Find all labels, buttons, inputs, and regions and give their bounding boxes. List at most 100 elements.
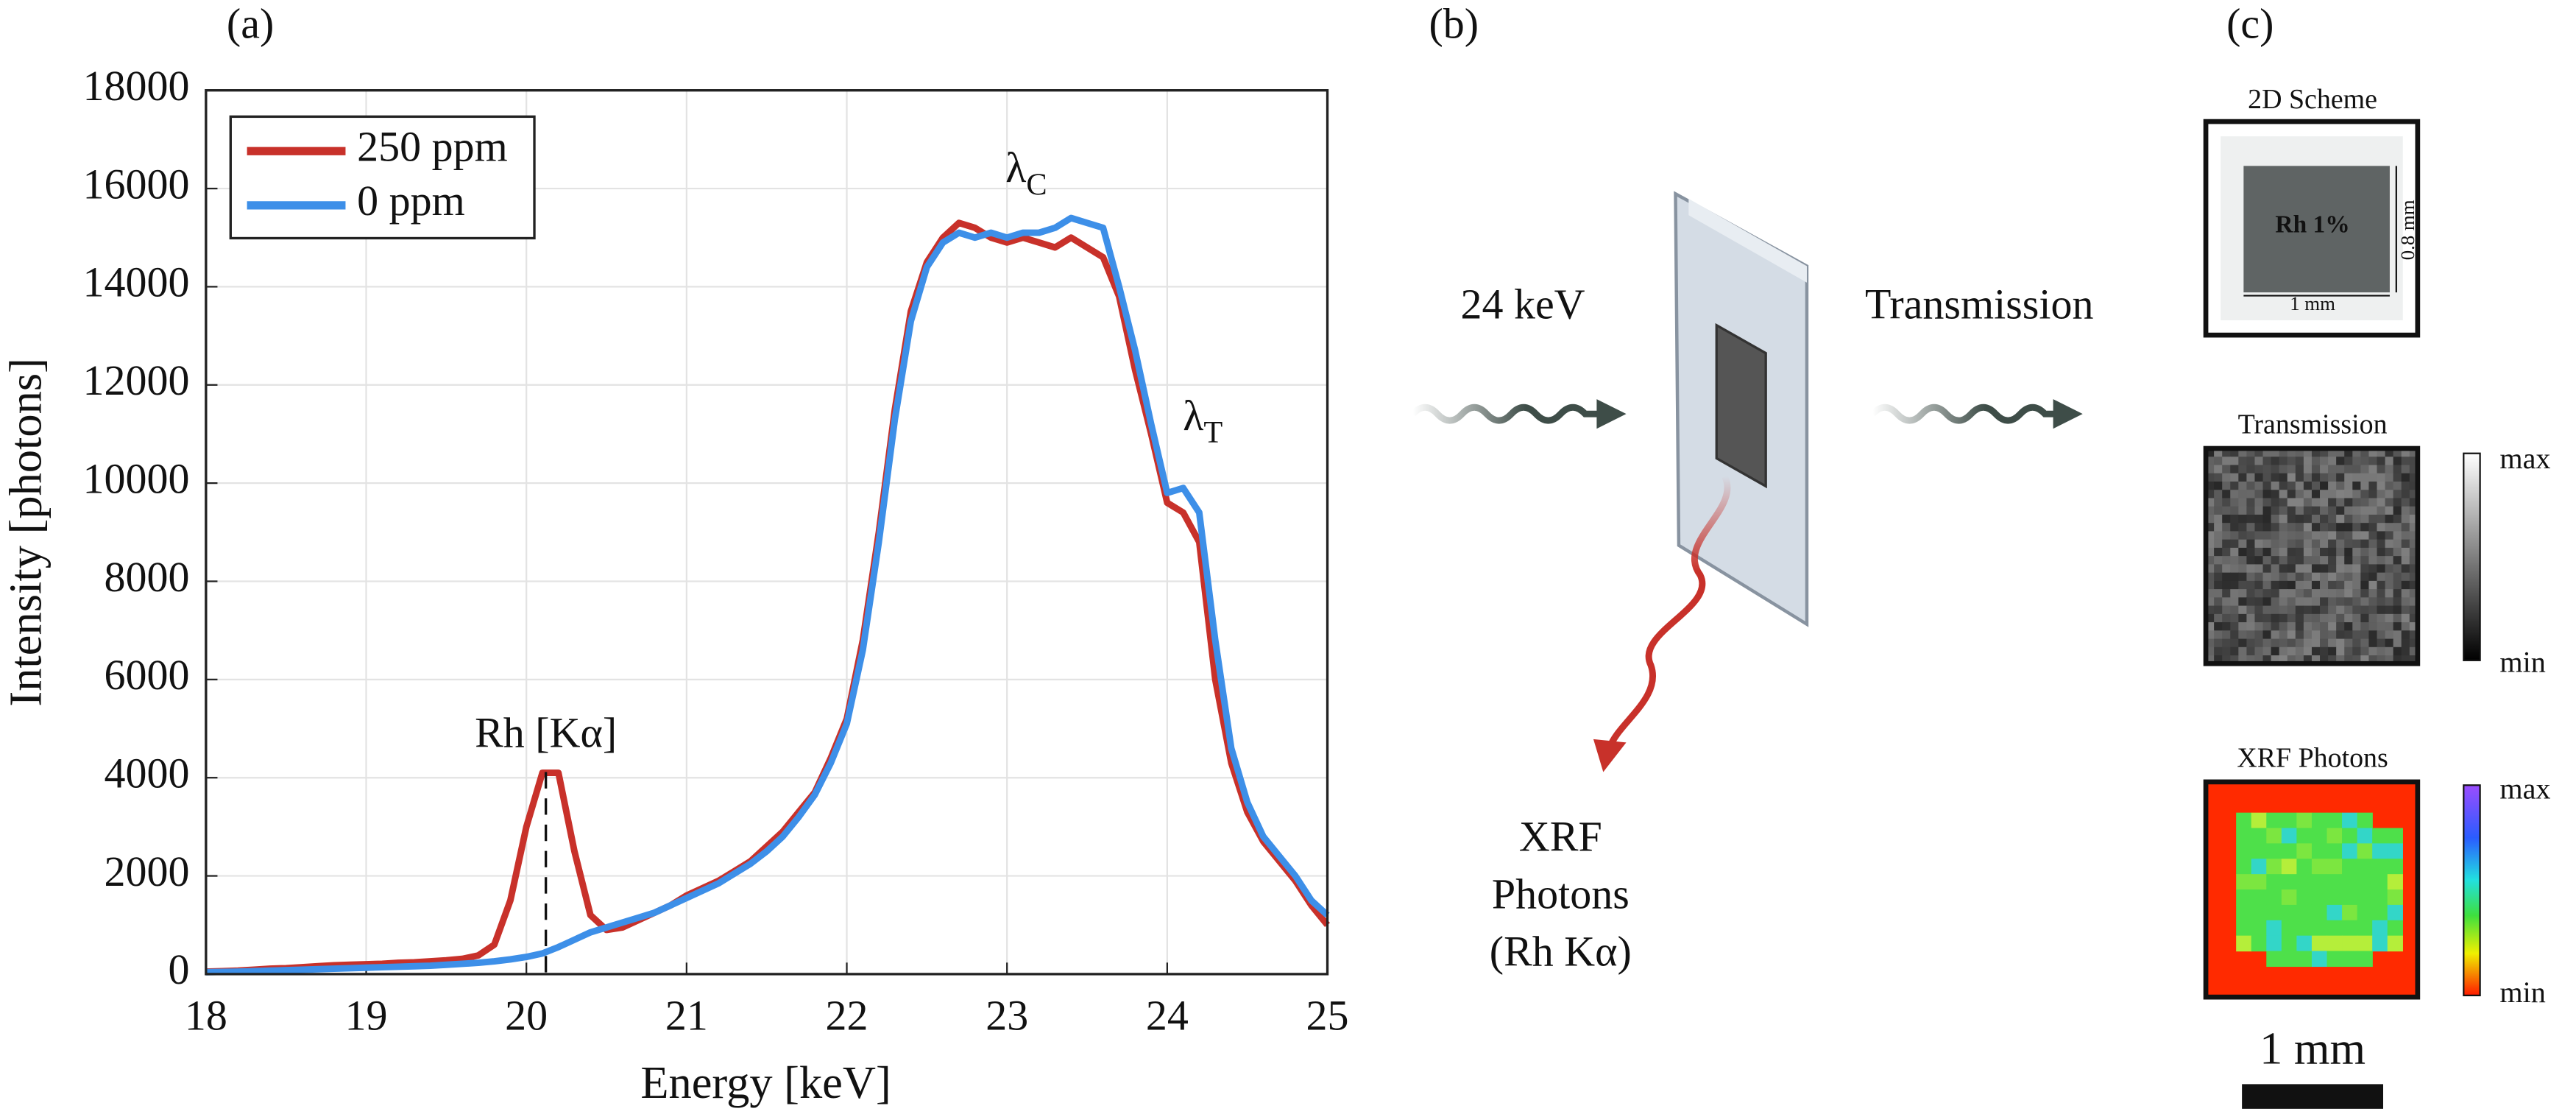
map-pixel (2266, 828, 2282, 845)
map-pixel (2311, 547, 2321, 557)
map-pixel (2206, 481, 2215, 490)
map-pixel (2295, 613, 2304, 623)
map-pixel (2393, 506, 2402, 515)
x-axis-label: Energy [keV] (640, 1057, 891, 1108)
map-pixel (2238, 605, 2248, 615)
map-pixel (2409, 630, 2418, 640)
legend-box (229, 115, 536, 240)
map-pixel (2344, 564, 2353, 574)
map-pixel (2401, 457, 2410, 466)
map-pixel (2254, 539, 2264, 549)
colorbar-max: max (2499, 772, 2550, 806)
map-pixel (2311, 859, 2328, 875)
map-pixel (2344, 638, 2353, 648)
map-pixel (2279, 580, 2288, 590)
map-pixel (2271, 514, 2280, 524)
map-pixel (2352, 580, 2362, 590)
map-pixel (2222, 448, 2231, 457)
map-pixel (2385, 473, 2394, 482)
plot-area: 0200040006000800010000120001400016000180… (83, 62, 1349, 1040)
map-pixel (2254, 622, 2264, 631)
map-pixel (2271, 589, 2280, 599)
map-pixel (2279, 498, 2288, 507)
map-pixel (2311, 889, 2328, 906)
map-pixel (2222, 506, 2231, 515)
map-pixel (2401, 531, 2410, 540)
map-pixel (2254, 564, 2264, 574)
map-pixel (2377, 605, 2386, 615)
map-pixel (2222, 580, 2231, 590)
map-pixel (2214, 589, 2223, 599)
map-pixel (2393, 622, 2402, 631)
sample (1715, 323, 1767, 489)
map-pixel (2271, 605, 2280, 615)
map-pixel (2377, 580, 2386, 590)
map-pixel (2254, 655, 2264, 664)
map-pixel (2311, 523, 2321, 532)
map-pixel (2368, 655, 2378, 664)
map-pixel (2311, 514, 2321, 524)
map-pixel (2287, 564, 2296, 574)
map-pixel (2311, 597, 2321, 607)
map-pixel (2295, 531, 2304, 540)
map-pixel (2401, 589, 2410, 599)
map-pixel (2222, 457, 2231, 466)
map-pixel (2230, 622, 2240, 631)
map-pixel (2296, 874, 2313, 890)
map-pixel (2344, 523, 2353, 532)
map-pixel (2279, 655, 2288, 664)
map-pixel (2262, 531, 2272, 540)
map-pixel (2303, 523, 2313, 532)
map-pixel (2393, 556, 2402, 565)
map-pixel (2266, 812, 2282, 829)
map-pixel (2320, 506, 2329, 515)
map-pixel (2401, 481, 2410, 490)
map-pixel (2287, 523, 2296, 532)
map-pixel (2287, 622, 2296, 631)
x-tick-label: 20 (505, 992, 548, 1040)
map-pixel (2311, 812, 2328, 829)
map-pixel (2230, 613, 2240, 623)
map-pixel (2230, 589, 2240, 599)
map-pixel (2287, 448, 2296, 457)
map-pixel (2393, 490, 2402, 499)
y-tick-label: 10000 (83, 454, 190, 502)
map-pixel (2372, 874, 2388, 890)
map-pixel (2360, 514, 2370, 524)
map-pixel (2401, 646, 2410, 656)
map-pixel (2336, 646, 2345, 656)
map-pixel (2336, 556, 2345, 565)
map-pixel (2393, 473, 2402, 482)
map-pixel (2303, 539, 2313, 549)
map-pixel (2320, 457, 2329, 466)
map-pixel (2287, 597, 2296, 607)
map-pixel (2357, 874, 2373, 890)
map-pixel (2262, 498, 2272, 507)
map-pixel (2311, 630, 2321, 640)
map-pixel (2279, 465, 2288, 474)
map-pixel (2311, 481, 2321, 490)
map-pixel (2206, 630, 2215, 640)
map-pixel (2214, 646, 2223, 656)
map-pixel (2372, 920, 2388, 937)
map-pixel (2287, 630, 2296, 640)
map-pixel (2254, 589, 2264, 599)
map-pixel (2328, 531, 2337, 540)
map-pixel (2357, 828, 2373, 845)
map-pixel (2320, 638, 2329, 648)
y-tick-label: 14000 (83, 258, 190, 306)
map-pixel (2320, 556, 2329, 565)
map-pixel (2281, 859, 2298, 875)
map-pixel (2344, 622, 2353, 631)
legend-label: 0 ppm (357, 177, 465, 225)
map-pixel (2393, 448, 2402, 457)
map-pixel (2320, 531, 2329, 540)
map-pixel (2279, 613, 2288, 623)
map-pixel (2328, 613, 2337, 623)
map-pixel (2368, 481, 2378, 490)
map-pixel (2385, 572, 2394, 582)
map-pixel (2328, 580, 2337, 590)
map-pixel (2262, 523, 2272, 532)
map-pixel (2344, 457, 2353, 466)
map-pixel (2311, 490, 2321, 499)
